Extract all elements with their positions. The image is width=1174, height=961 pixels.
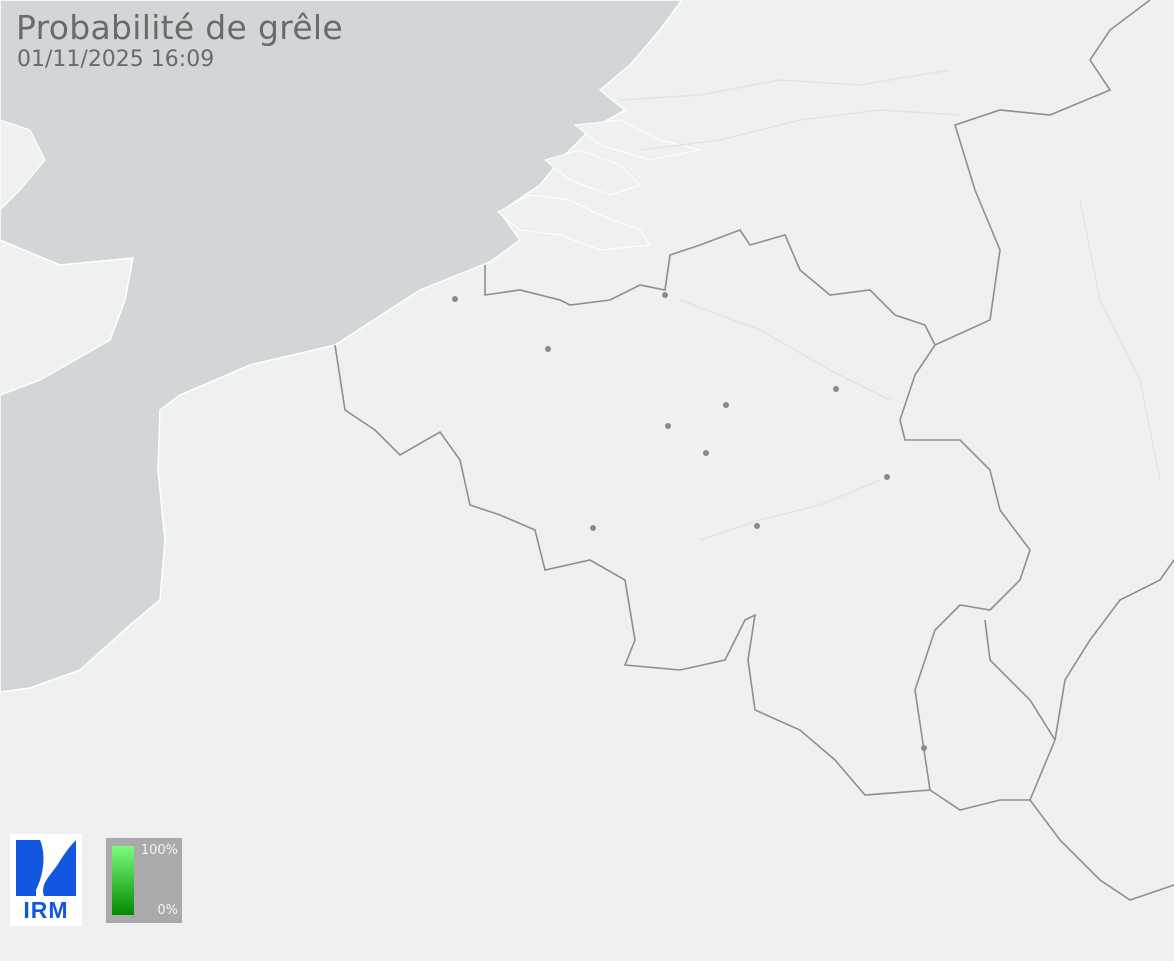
- timestamp: 01/11/2025 16:09: [17, 47, 215, 72]
- map-title: Probabilité de grêle: [16, 8, 344, 47]
- legend-max-label: 100%: [140, 843, 178, 858]
- legend-color-bar: [112, 846, 134, 915]
- borders: [334, 0, 1174, 901]
- city-dot: [590, 525, 596, 531]
- france-germany-border: [1029, 799, 1174, 901]
- city-dot: [662, 292, 668, 298]
- rivers: [619, 69, 1161, 541]
- city-dot: [723, 402, 729, 408]
- city-dot: [545, 346, 551, 352]
- cities: [452, 292, 927, 751]
- city-dot: [754, 523, 760, 529]
- netherlands-germany-border: [934, 0, 1151, 346]
- city-dot: [665, 423, 671, 429]
- england-coast: [0, 119, 46, 211]
- belgium-border: [334, 229, 1031, 796]
- city-dot: [833, 386, 839, 392]
- legend-min-label: 0%: [157, 903, 178, 918]
- irm-logo: IRM: [10, 834, 82, 926]
- zeeland-islands: [497, 119, 701, 251]
- logo-text: IRM: [23, 897, 69, 923]
- probability-legend: 100% 0%: [106, 838, 182, 923]
- luxembourg-border: [929, 619, 1056, 811]
- germany-border: [1054, 559, 1174, 741]
- sea: [0, 0, 683, 693]
- irm-logo-icon: [16, 840, 76, 896]
- city-dot: [921, 745, 927, 751]
- city-dot: [452, 296, 458, 302]
- city-dot: [884, 474, 890, 480]
- city-dot: [703, 450, 709, 456]
